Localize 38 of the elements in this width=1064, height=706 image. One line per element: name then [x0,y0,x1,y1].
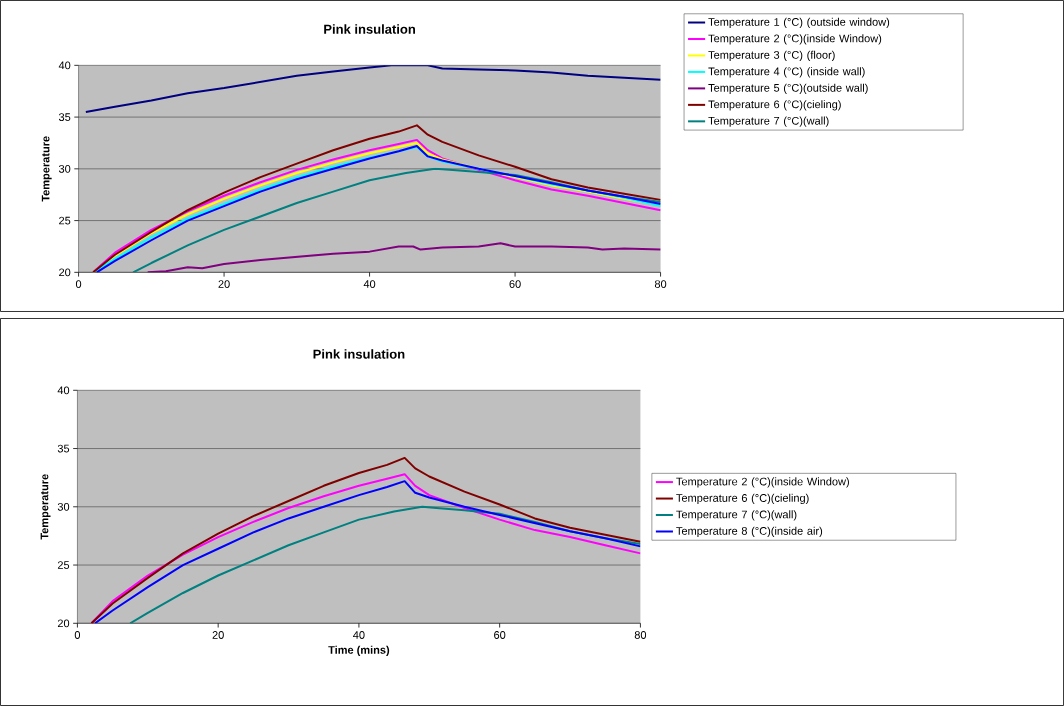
y-tick-label: 25 [59,216,71,225]
y-tick-label: 40 [58,61,71,70]
x-tick-label: 60 [509,280,521,288]
x-tick-label: 80 [634,631,647,639]
legend-label: Temperature 6 (°C)(cieling) [708,100,841,111]
y-tick-label: 35 [57,444,70,453]
x-tick-label: 20 [218,280,230,288]
x-tick-label: 0 [74,631,81,639]
legend-label: Temperature 6 (°C)(cieling) [676,493,809,505]
legend-label: Temperature 8 (°C)(inside air) [676,526,823,537]
y-tick-label: 25 [57,561,70,569]
x-tick-label: 40 [363,280,376,288]
legend-label: Temperature 5 (°C)(outside wall) [708,83,868,94]
chart-title: Pink insulation [324,24,415,34]
y-tick-label: 20 [59,268,71,277]
line-series [129,505,641,624]
legend-label: Temperature 7 (°C)(wall) [676,510,797,521]
x-tick-label: 60 [494,631,506,639]
x-tick-label: 40 [353,631,365,639]
y-tick-label: 30 [57,502,70,511]
legend-label: Temperature 7 (°C)(wall) [708,116,829,127]
legend-label: Temperature 1 (°C) (outside window) [708,17,890,29]
y-tick-label: 40 [57,386,70,395]
y-tick-label: 35 [58,113,71,121]
y-axis-title: Temperature [41,136,52,202]
legend-label: Temperature 2 (°C)(inside Window) [676,477,849,488]
y-tick-label: 30 [58,164,71,173]
chart-title: Pink insulation [313,349,405,359]
y-tick-label: 20 [57,619,70,628]
x-axis-title: Time (mins) [328,645,390,656]
x-tick-label: 20 [212,631,224,639]
legend-label: Temperature 4 (°C) (inside wall) [708,67,865,78]
x-tick-label: 0 [75,280,82,288]
legend-label: Temperature 2 (°C)(inside Window) [708,34,882,45]
legend-label: Temperature 3 (°C) (floor) [708,50,835,61]
x-tick-label: 80 [654,280,667,288]
line-series [132,167,661,273]
y-axis-title: Temperature [40,474,51,540]
